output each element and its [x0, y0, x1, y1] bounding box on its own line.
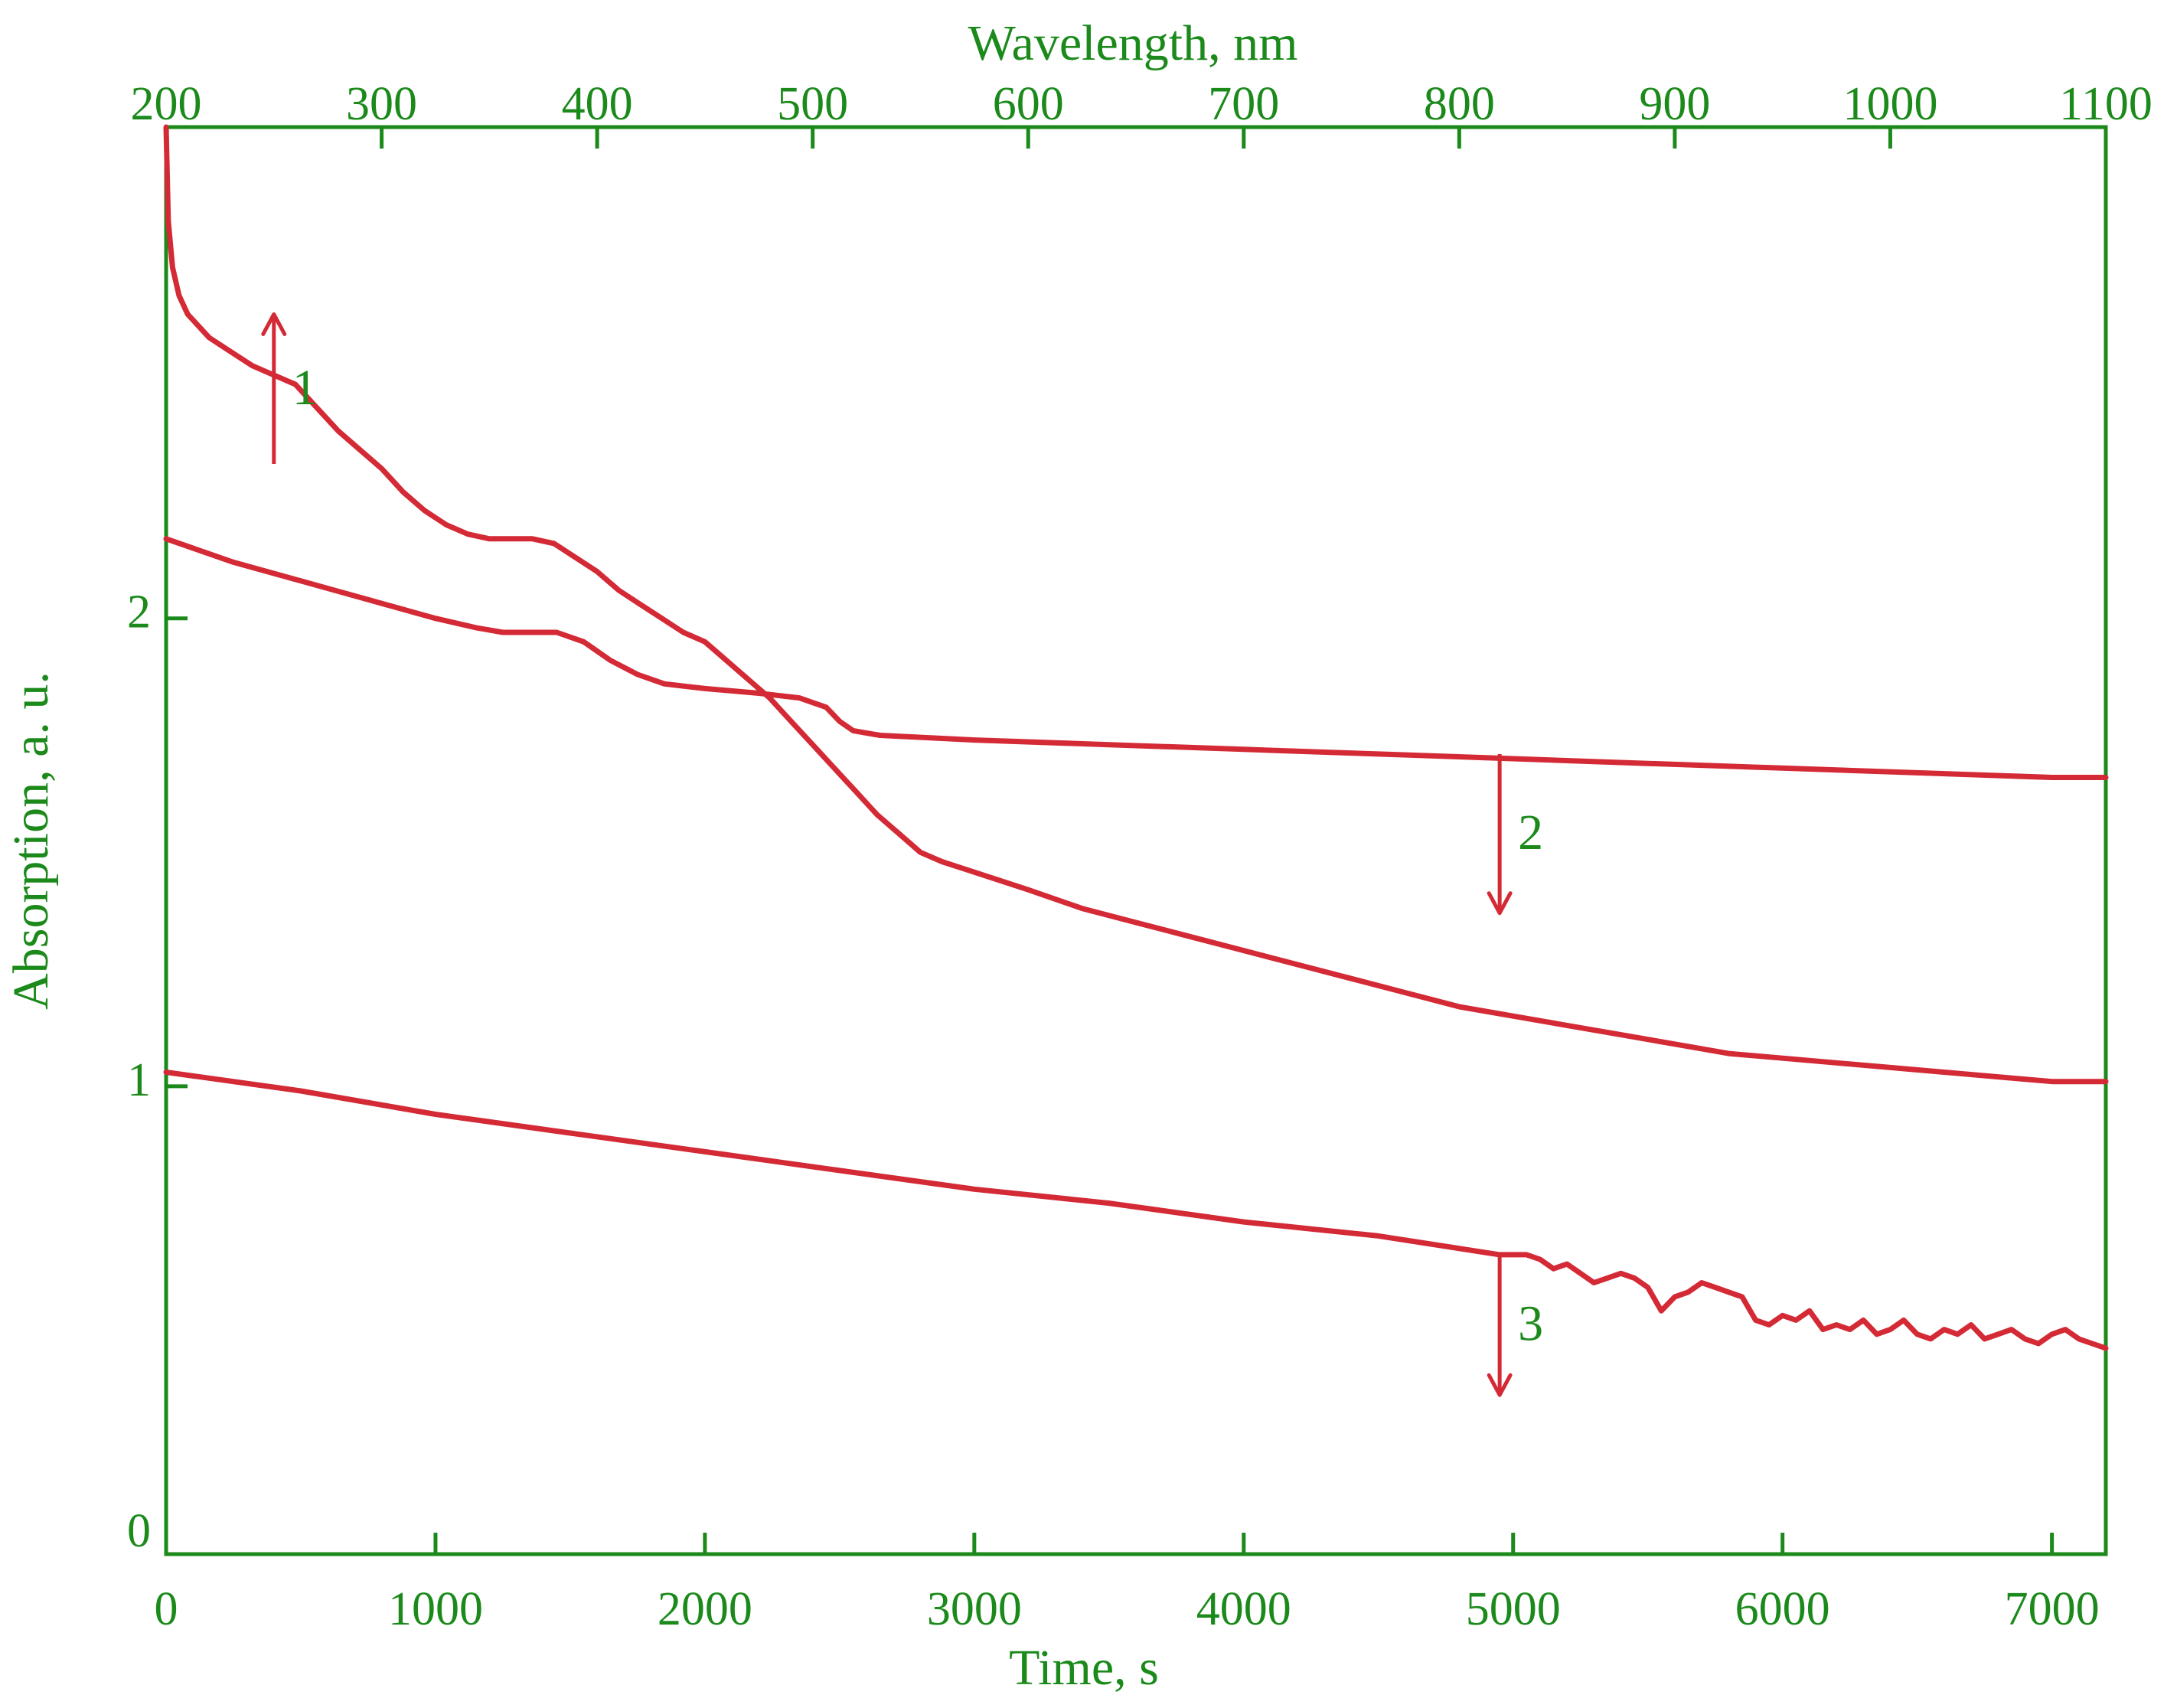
y-tick-label: 1: [127, 1054, 151, 1106]
series-line-1: [163, 124, 2109, 1085]
x-bottom-tick-label: 3000: [927, 1583, 1022, 1635]
x-top-tick-label: 800: [1424, 78, 1495, 130]
y-tick-label: 2: [127, 586, 151, 638]
annotation-arrowhead-3: [1487, 1373, 1513, 1397]
annotation-arrowhead-1: [261, 312, 287, 336]
annotation-arrowhead-2: [1487, 891, 1513, 916]
x-bottom-tick-label: 0: [155, 1583, 178, 1635]
x-top-tick-label: 1100: [2059, 78, 2153, 130]
x-top-tick-label: 500: [777, 78, 848, 130]
curve-label-3: 3: [1518, 1296, 1543, 1352]
x-top-tick-label: 400: [562, 78, 633, 130]
y-tick-label: 0: [127, 1505, 151, 1557]
x-bottom-tick-label: 7000: [2005, 1583, 2100, 1635]
series-line-2: [163, 536, 2109, 780]
x-top-tick-label: 300: [346, 78, 417, 130]
x-top-tick-label: 1000: [1842, 78, 1937, 130]
curve-label-2: 2: [1518, 805, 1543, 861]
x-axis-top-title: Wavelength, nm: [968, 15, 1298, 71]
x-bottom-tick-label: 2000: [658, 1583, 752, 1635]
x-top-tick-label: 900: [1639, 78, 1710, 130]
series-layer: [163, 124, 2109, 1351]
x-top-tick-label: 200: [131, 78, 202, 130]
x-axis-bottom-title: Time, s: [1009, 1640, 1159, 1696]
x-bottom-tick-label: 5000: [1466, 1583, 1561, 1635]
x-bottom-tick-label: 4000: [1196, 1583, 1291, 1635]
series-line-3: [163, 1070, 2109, 1351]
plot-frame: [164, 125, 2108, 1556]
annotations-layer: 1 2 3: [261, 312, 1543, 1397]
curve-label-1: 1: [292, 360, 318, 416]
y-axis-title: Absorption, a. u.: [3, 671, 59, 1010]
x-top-tick-label: 700: [1208, 78, 1279, 130]
x-bottom-tick-label: 6000: [1735, 1583, 1830, 1635]
x-bottom-tick-label: 1000: [388, 1583, 483, 1635]
tick-marks: [164, 127, 2108, 1556]
x-top-tick-label: 600: [993, 78, 1064, 130]
